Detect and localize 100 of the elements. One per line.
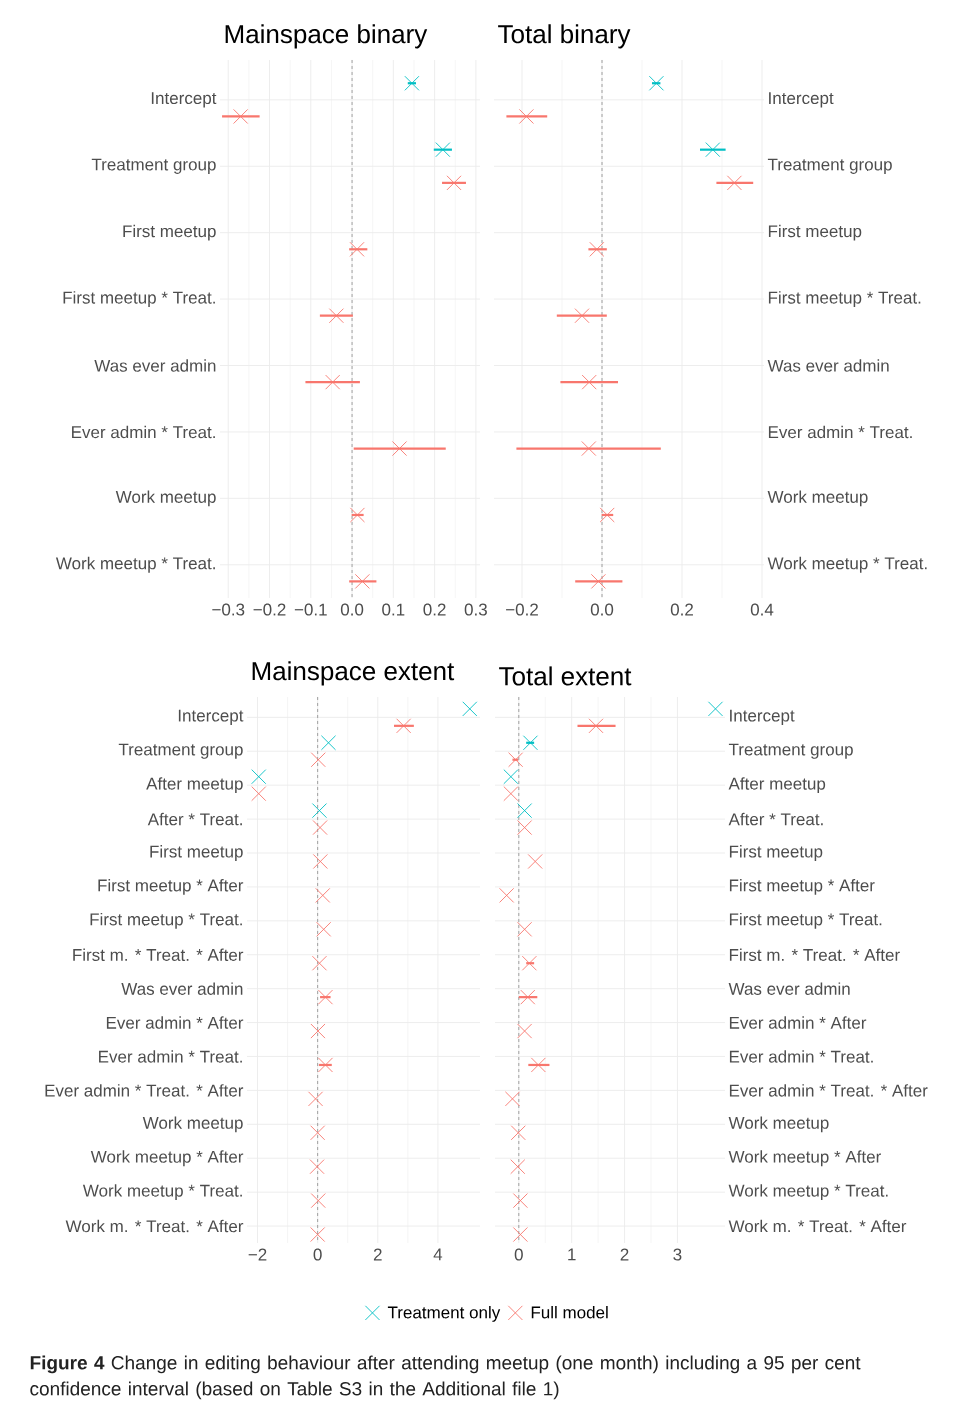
x-tick-label: 1 bbox=[568, 1248, 576, 1261]
y-tick-label: Intercept bbox=[151, 92, 217, 108]
y-tick-label: After meetup bbox=[146, 777, 243, 794]
point bbox=[520, 989, 536, 1005]
y-tick-label: Intercept bbox=[730, 709, 795, 725]
point bbox=[317, 1057, 333, 1073]
y-tick-label: Was ever admin bbox=[121, 982, 243, 995]
x-tick-label: 3 bbox=[673, 1248, 682, 1261]
y-tick-label: First meetup bbox=[150, 845, 243, 861]
point bbox=[517, 820, 533, 836]
point bbox=[499, 887, 515, 903]
y-tick-label: Work meetup * Treat. bbox=[82, 1184, 242, 1201]
chart-title: Mainspace extent bbox=[252, 661, 455, 686]
x-tick-label: −0.2 bbox=[506, 603, 538, 616]
y-tick-label: First meetup * After bbox=[729, 879, 875, 895]
y-tick-label: Work meetup * Treat. bbox=[728, 1184, 888, 1201]
point bbox=[508, 752, 524, 768]
y-tick-label: After * Treat. bbox=[728, 812, 823, 826]
y-tick-label: Ever admin * Treat. bbox=[99, 1050, 242, 1063]
point bbox=[517, 921, 533, 937]
chart-title: Total extent bbox=[499, 666, 632, 686]
y-tick-label: First meetup * Treat. bbox=[729, 912, 882, 929]
point bbox=[512, 1193, 528, 1209]
y-tick-label: Work m. * Treat. * After bbox=[65, 1219, 244, 1233]
x-tick-label: −0.3 bbox=[212, 603, 245, 616]
x-tick-label: 0 bbox=[514, 1248, 523, 1261]
y-tick-label: Ever admin * Treat. bbox=[729, 1050, 873, 1063]
point bbox=[589, 241, 605, 257]
x-tick-label: 0 bbox=[313, 1248, 322, 1261]
point bbox=[581, 441, 597, 457]
point bbox=[316, 921, 332, 937]
y-tick-label: After meetup bbox=[728, 777, 826, 794]
point bbox=[312, 820, 328, 836]
point bbox=[517, 1023, 533, 1039]
y-tick-label: First meetup bbox=[123, 224, 216, 241]
x-tick-label: 0.0 bbox=[340, 603, 364, 616]
y-tick-label: Work m. * Treat. * After bbox=[728, 1219, 907, 1233]
point bbox=[308, 1091, 324, 1107]
y-tick-label: First meetup bbox=[729, 845, 823, 861]
point bbox=[521, 955, 537, 971]
point bbox=[581, 374, 597, 390]
y-tick-label: Treatment group bbox=[91, 158, 216, 174]
y-tick-label: Ever admin * Treat. * After bbox=[45, 1084, 244, 1097]
y-tick-label: First m. * Treat. * After bbox=[73, 948, 244, 961]
y-tick-label: First meetup * After bbox=[98, 879, 244, 895]
point bbox=[510, 1159, 526, 1175]
chart-title: Mainspace binary bbox=[225, 24, 428, 49]
y-tick-label: Work meetup bbox=[115, 490, 216, 507]
y-tick-label: Treatment group bbox=[767, 158, 892, 174]
point bbox=[325, 374, 341, 390]
point bbox=[317, 989, 333, 1005]
text: Figure 4 Change in editing behaviour after attending meetup (one month) including a 95 per cent confidence interval (based on Table S3 in the Additional file 1) bbox=[30, 1355, 861, 1400]
y-tick-label: Intercept bbox=[178, 709, 244, 725]
point bbox=[392, 441, 408, 457]
point bbox=[233, 108, 249, 124]
y-tick-label: Ever admin * After bbox=[729, 1016, 867, 1029]
point bbox=[312, 853, 328, 869]
point bbox=[310, 752, 326, 768]
x-tick-label: 2 bbox=[373, 1248, 382, 1261]
y-tick-label: Treatment group bbox=[728, 743, 853, 759]
point bbox=[349, 507, 365, 523]
y-tick-label: Work meetup bbox=[728, 1116, 829, 1133]
point bbox=[527, 853, 543, 869]
y-tick-label: Intercept bbox=[769, 92, 834, 108]
point bbox=[530, 1057, 546, 1073]
y-tick-label: Ever admin * Treat. bbox=[768, 425, 912, 439]
y-tick-label: Was ever admin bbox=[728, 982, 850, 995]
point bbox=[599, 507, 615, 523]
point bbox=[396, 718, 412, 734]
y-tick-label: First meetup bbox=[768, 224, 862, 241]
x-tick-label: 4 bbox=[433, 1248, 443, 1261]
point bbox=[590, 573, 606, 589]
y-tick-label: First meetup * Treat. bbox=[768, 291, 921, 308]
x-tick-label: 0.4 bbox=[750, 603, 774, 616]
x-tick-label: 0.3 bbox=[464, 603, 487, 616]
x-tick-label: 0.0 bbox=[590, 603, 614, 616]
y-tick-label: Was ever admin bbox=[94, 359, 216, 372]
y-tick-label: First meetup * Treat. bbox=[90, 912, 242, 929]
x-tick-label: −2 bbox=[248, 1248, 267, 1261]
chart-title: Total binary bbox=[498, 24, 631, 49]
y-tick-label: After * Treat. bbox=[147, 812, 242, 826]
y-tick-label: Ever admin * After bbox=[106, 1016, 244, 1029]
y-tick-label: Ever admin * Treat. * After bbox=[729, 1084, 928, 1097]
y-tick-label: Work meetup * Treat. bbox=[767, 556, 927, 573]
legend-label: Full model bbox=[531, 1305, 608, 1319]
point bbox=[310, 1193, 326, 1209]
point bbox=[310, 1227, 326, 1243]
y-tick-label: Treatment group bbox=[118, 743, 243, 759]
point bbox=[349, 241, 365, 257]
point bbox=[726, 175, 742, 191]
point bbox=[328, 308, 344, 324]
point bbox=[503, 786, 519, 802]
point bbox=[251, 786, 267, 802]
y-tick-label: Work meetup * After bbox=[728, 1150, 881, 1167]
y-tick-label: Work meetup * After bbox=[90, 1150, 244, 1167]
point bbox=[518, 108, 534, 124]
point bbox=[315, 887, 331, 903]
point bbox=[504, 1091, 520, 1107]
y-tick-label: First m. * Treat. * After bbox=[729, 948, 900, 961]
x-tick-label: 0.1 bbox=[382, 603, 405, 616]
